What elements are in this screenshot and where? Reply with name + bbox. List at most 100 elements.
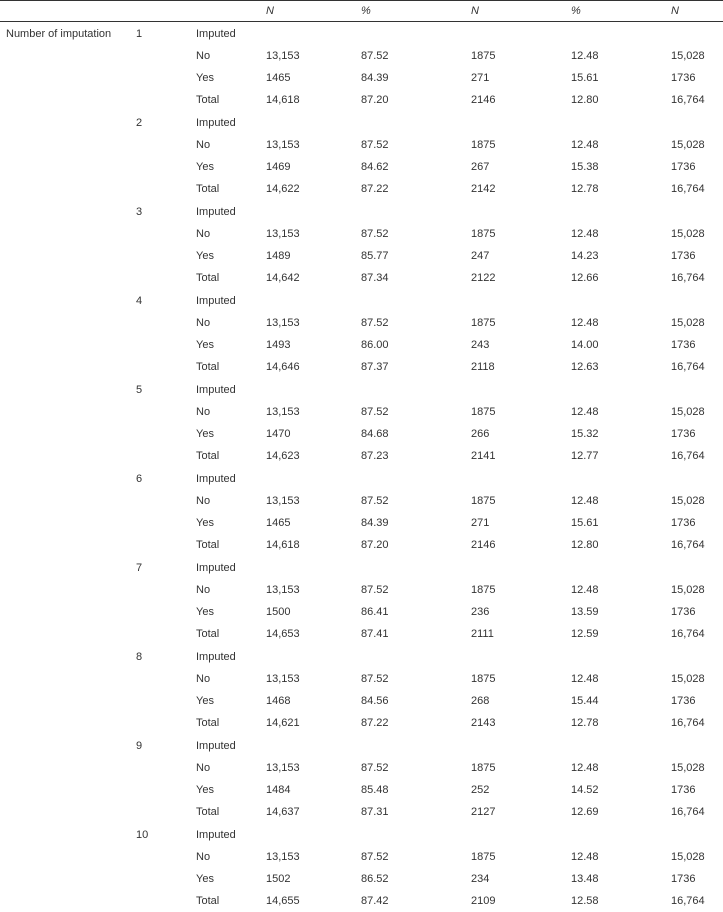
cell-n2: 1875 xyxy=(465,401,565,423)
cell-n1: 14,618 xyxy=(260,534,355,556)
cell-n3: 15,028 xyxy=(665,312,723,334)
empty-cell xyxy=(0,623,130,645)
cell-p1: 87.34 xyxy=(355,267,465,289)
cell-n1: 13,153 xyxy=(260,45,355,67)
row-label: No xyxy=(190,757,260,779)
cell-n1: 1502 xyxy=(260,868,355,890)
cell-n1: 1470 xyxy=(260,423,355,445)
row-group-label xyxy=(0,734,130,757)
header-blank-1 xyxy=(0,1,130,22)
empty-cell xyxy=(665,289,723,312)
cell-n3: 1736 xyxy=(665,868,723,890)
table-row: No13,15387.52187512.4815,028 xyxy=(0,401,723,423)
cell-p1: 86.00 xyxy=(355,334,465,356)
cell-p1: 87.20 xyxy=(355,89,465,111)
imputed-label: Imputed xyxy=(190,734,260,757)
empty-cell xyxy=(0,334,130,356)
empty-cell xyxy=(130,712,190,734)
empty-cell xyxy=(130,868,190,890)
empty-cell xyxy=(0,356,130,378)
cell-n3: 16,764 xyxy=(665,890,723,912)
empty-cell xyxy=(130,601,190,623)
imputation-number: 3 xyxy=(130,200,190,223)
cell-n1: 14,655 xyxy=(260,890,355,912)
empty-cell xyxy=(130,668,190,690)
cell-n2: 1875 xyxy=(465,757,565,779)
cell-n3: 16,764 xyxy=(665,623,723,645)
empty-cell xyxy=(130,490,190,512)
empty-cell xyxy=(0,45,130,67)
cell-n2: 1875 xyxy=(465,134,565,156)
imputation-number: 9 xyxy=(130,734,190,757)
cell-p1: 85.77 xyxy=(355,245,465,267)
empty-cell xyxy=(130,267,190,289)
empty-cell xyxy=(0,601,130,623)
cell-n3: 1736 xyxy=(665,245,723,267)
table-row: No13,15387.52187512.4815,028 xyxy=(0,45,723,67)
row-label: No xyxy=(190,223,260,245)
cell-p1: 84.62 xyxy=(355,156,465,178)
empty-cell xyxy=(130,134,190,156)
row-label: No xyxy=(190,579,260,601)
row-label: Total xyxy=(190,801,260,823)
cell-n2: 2111 xyxy=(465,623,565,645)
empty-cell xyxy=(465,467,565,490)
cell-n3: 1736 xyxy=(665,779,723,801)
empty-cell xyxy=(0,690,130,712)
cell-n2: 1875 xyxy=(465,579,565,601)
empty-cell xyxy=(130,223,190,245)
cell-n1: 13,153 xyxy=(260,134,355,156)
header-blank-imp xyxy=(130,1,190,22)
row-label: Yes xyxy=(190,156,260,178)
empty-cell xyxy=(665,734,723,757)
empty-cell xyxy=(260,645,355,668)
empty-cell xyxy=(0,67,130,89)
empty-cell xyxy=(0,156,130,178)
cell-n1: 1468 xyxy=(260,690,355,712)
row-label: Total xyxy=(190,534,260,556)
cell-p1: 87.23 xyxy=(355,445,465,467)
empty-cell xyxy=(355,823,465,846)
table-row: Total14,62387.23214112.7716,764 xyxy=(0,445,723,467)
cell-n3: 1736 xyxy=(665,512,723,534)
cell-n2: 252 xyxy=(465,779,565,801)
header-n2: N xyxy=(465,1,565,22)
table-row: Yes149386.0024314.001736 xyxy=(0,334,723,356)
cell-n1: 1465 xyxy=(260,67,355,89)
cell-n2: 271 xyxy=(465,67,565,89)
imputed-label: Imputed xyxy=(190,378,260,401)
cell-p1: 86.52 xyxy=(355,868,465,890)
row-label: Yes xyxy=(190,67,260,89)
group-header-row: 5Imputed xyxy=(0,378,723,401)
cell-n2: 266 xyxy=(465,423,565,445)
empty-cell xyxy=(260,22,355,46)
header-n1: N xyxy=(260,1,355,22)
cell-n2: 2141 xyxy=(465,445,565,467)
empty-cell xyxy=(355,289,465,312)
cell-n2: 243 xyxy=(465,334,565,356)
row-group-label: Number of imputation xyxy=(0,22,130,46)
empty-cell xyxy=(465,734,565,757)
cell-n3: 15,028 xyxy=(665,134,723,156)
imputation-number: 8 xyxy=(130,645,190,668)
table-row: Yes150286.5223413.481736 xyxy=(0,868,723,890)
table-row: No13,15387.52187512.4815,028 xyxy=(0,223,723,245)
imputation-number: 6 xyxy=(130,467,190,490)
table-row: Yes150086.4123613.591736 xyxy=(0,601,723,623)
cell-n3: 16,764 xyxy=(665,267,723,289)
cell-n2: 2142 xyxy=(465,178,565,200)
cell-n1: 1484 xyxy=(260,779,355,801)
cell-p1: 87.52 xyxy=(355,312,465,334)
table-row: Yes146884.5626815.441736 xyxy=(0,690,723,712)
empty-cell xyxy=(565,22,665,46)
row-label: No xyxy=(190,401,260,423)
cell-p2: 12.80 xyxy=(565,89,665,111)
empty-cell xyxy=(0,401,130,423)
table-row: No13,15387.52187512.4815,028 xyxy=(0,757,723,779)
empty-cell xyxy=(130,178,190,200)
empty-cell xyxy=(260,556,355,579)
empty-cell xyxy=(565,378,665,401)
imputed-label: Imputed xyxy=(190,556,260,579)
cell-p1: 87.52 xyxy=(355,223,465,245)
cell-p2: 12.77 xyxy=(565,445,665,467)
